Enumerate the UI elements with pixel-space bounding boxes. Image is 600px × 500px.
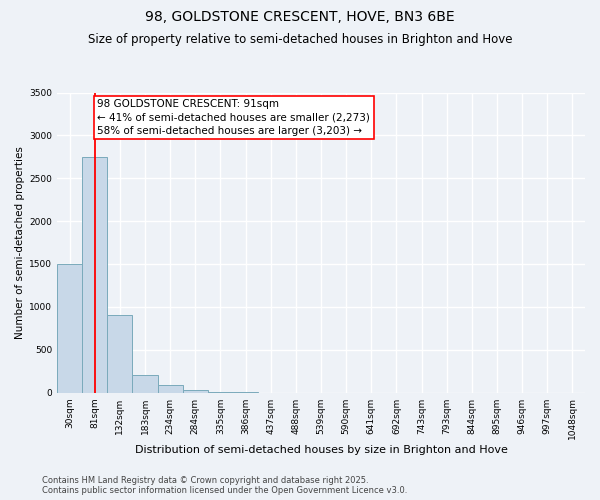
- Text: Size of property relative to semi-detached houses in Brighton and Hove: Size of property relative to semi-detach…: [88, 32, 512, 46]
- Y-axis label: Number of semi-detached properties: Number of semi-detached properties: [15, 146, 25, 339]
- Bar: [82, 157, 107, 392]
- Text: Contains HM Land Registry data © Crown copyright and database right 2025.
Contai: Contains HM Land Registry data © Crown c…: [42, 476, 407, 495]
- Bar: [183, 390, 208, 392]
- Text: 98 GOLDSTONE CRESCENT: 91sqm
← 41% of semi-detached houses are smaller (2,273)
5: 98 GOLDSTONE CRESCENT: 91sqm ← 41% of se…: [97, 100, 370, 136]
- Bar: [57, 264, 82, 392]
- Bar: [158, 385, 183, 392]
- Text: 98, GOLDSTONE CRESCENT, HOVE, BN3 6BE: 98, GOLDSTONE CRESCENT, HOVE, BN3 6BE: [145, 10, 455, 24]
- X-axis label: Distribution of semi-detached houses by size in Brighton and Hove: Distribution of semi-detached houses by …: [134, 445, 508, 455]
- Bar: [133, 376, 158, 392]
- Bar: [107, 316, 133, 392]
